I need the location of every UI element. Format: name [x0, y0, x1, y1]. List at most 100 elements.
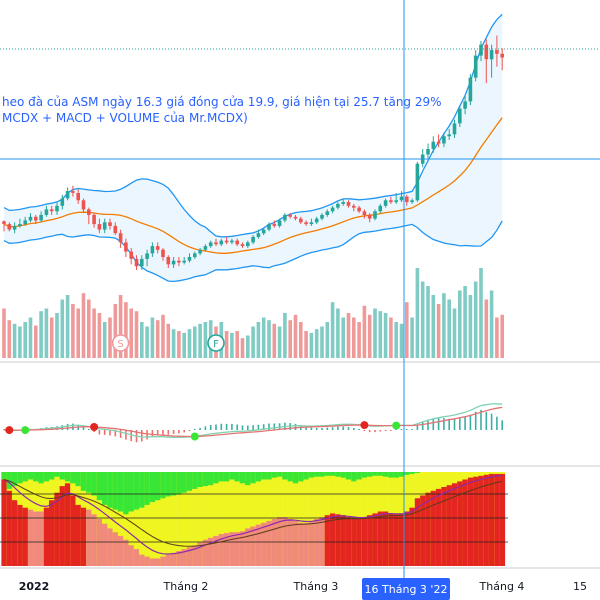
macd-histogram-bar [125, 430, 127, 440]
volume-bar [293, 314, 298, 358]
mcdx-green-bar [59, 472, 66, 480]
macd-histogram-bar [294, 423, 297, 430]
mcdx-yellow-bar [308, 472, 315, 566]
mcdx-green-bar [208, 472, 214, 486]
volume-bar [193, 326, 197, 358]
mcdx-red-bar [303, 522, 309, 566]
volume-bar [97, 313, 102, 358]
candle-body [484, 44, 489, 60]
mcdx-green-bar [176, 472, 182, 495]
mcdx-red-bar [441, 487, 447, 566]
mcdx-yellow-bar [107, 472, 113, 566]
annotation-line-1: heo đà của ASM ngày 16.3 giá đóng cửa 19… [2, 95, 442, 109]
candle-body [336, 203, 340, 208]
macd-histogram-bar [194, 429, 196, 430]
macd-pane [3, 403, 503, 443]
macd-histogram-bar [384, 430, 387, 431]
crosshair-date-badge [362, 578, 450, 600]
mcdx-red-bar [181, 549, 187, 566]
candle-body [405, 196, 409, 203]
mcdx-red-bar [329, 513, 336, 566]
volume-bar [145, 326, 149, 358]
candle-body [325, 211, 330, 215]
mcdx-green-bar [298, 472, 304, 482]
macd-histogram-bar [496, 416, 498, 430]
mcdx-red-bar [11, 500, 18, 566]
volume-bar [277, 326, 282, 358]
mcdx-red-bar [266, 520, 272, 566]
candle-body [235, 240, 239, 245]
mcdx-yellow-bar [192, 472, 198, 566]
volume-bar [161, 314, 165, 358]
volume-bar [2, 308, 6, 358]
macd-histogram-bar [268, 423, 270, 430]
volume-bar [65, 295, 70, 358]
candle-body [23, 220, 27, 225]
mcdx-red-bar [414, 498, 421, 566]
candle-body [293, 216, 298, 219]
macd-histogram-bar [225, 423, 228, 430]
mcdx-green-bar [314, 472, 320, 477]
macd-histogram-bar [390, 430, 392, 431]
macd-histogram-bar [66, 423, 69, 430]
candle-body [39, 214, 43, 221]
mcdx-green-bar [170, 472, 177, 496]
candle-body [34, 216, 38, 221]
candle-body [12, 225, 17, 230]
macd-histogram-bar [406, 429, 408, 430]
mcdx-red-bar [345, 517, 352, 566]
macd-histogram-bar [167, 430, 170, 435]
mcdx-green-bar [340, 472, 347, 478]
mcdx-red-bar [467, 477, 474, 566]
volume-bar [452, 308, 457, 358]
volume-bar [224, 331, 229, 358]
mcdx-red-bar [478, 475, 484, 566]
macd-histogram-bar [88, 429, 90, 430]
mcdx-green-bar [33, 472, 39, 482]
candle-body [166, 257, 171, 265]
volume-bar [235, 331, 239, 358]
signal-marker-label: S [117, 339, 123, 350]
mcdx-green-bar [409, 472, 415, 474]
signal-marker-label: F [213, 339, 219, 350]
mcdx-red-bar [139, 554, 145, 566]
mcdx-red-bar [133, 549, 140, 566]
candle-body [97, 224, 102, 230]
mcdx-red-bar [488, 473, 495, 566]
mcdx-red-bar [473, 476, 479, 566]
volume-bar [198, 323, 202, 358]
volume-bar [415, 268, 420, 358]
volume-bar [283, 313, 287, 358]
mcdx-red-bar [335, 514, 341, 566]
candle-body [71, 191, 75, 193]
candle-body [330, 207, 335, 212]
mcdx-red-bar [435, 488, 442, 566]
volume-bar [182, 332, 186, 358]
volume-bar [299, 322, 303, 358]
mcdx-red-bar [351, 519, 357, 566]
mcdx-red-bar [234, 532, 240, 566]
candle-body [261, 229, 266, 234]
macd-histogram-bar [141, 430, 143, 442]
macd-histogram-bar [416, 425, 419, 430]
mcdx-red-bar [1, 479, 7, 566]
mcdx-red-bar [314, 519, 320, 566]
mcdx-yellow-bar [170, 472, 177, 566]
macd-histogram-bar [379, 430, 382, 432]
candle-body [394, 200, 398, 203]
candle-body [415, 163, 420, 201]
mcdx-green-bar [139, 472, 145, 508]
mcdx-yellow-bar [245, 472, 251, 566]
macd-histogram-bar [363, 430, 366, 431]
mcdx-yellow-bar [139, 472, 145, 566]
volume-bar [320, 326, 324, 358]
macd-histogram-bar [252, 425, 254, 430]
macd-histogram-bar [257, 424, 260, 430]
time-label-2022: 2022 [19, 580, 50, 593]
mcdx-red-bar [192, 545, 198, 566]
volume-bar [304, 331, 308, 358]
volume-bar [410, 317, 414, 358]
candle-body [399, 196, 404, 201]
mcdx-green-bar [266, 472, 272, 480]
